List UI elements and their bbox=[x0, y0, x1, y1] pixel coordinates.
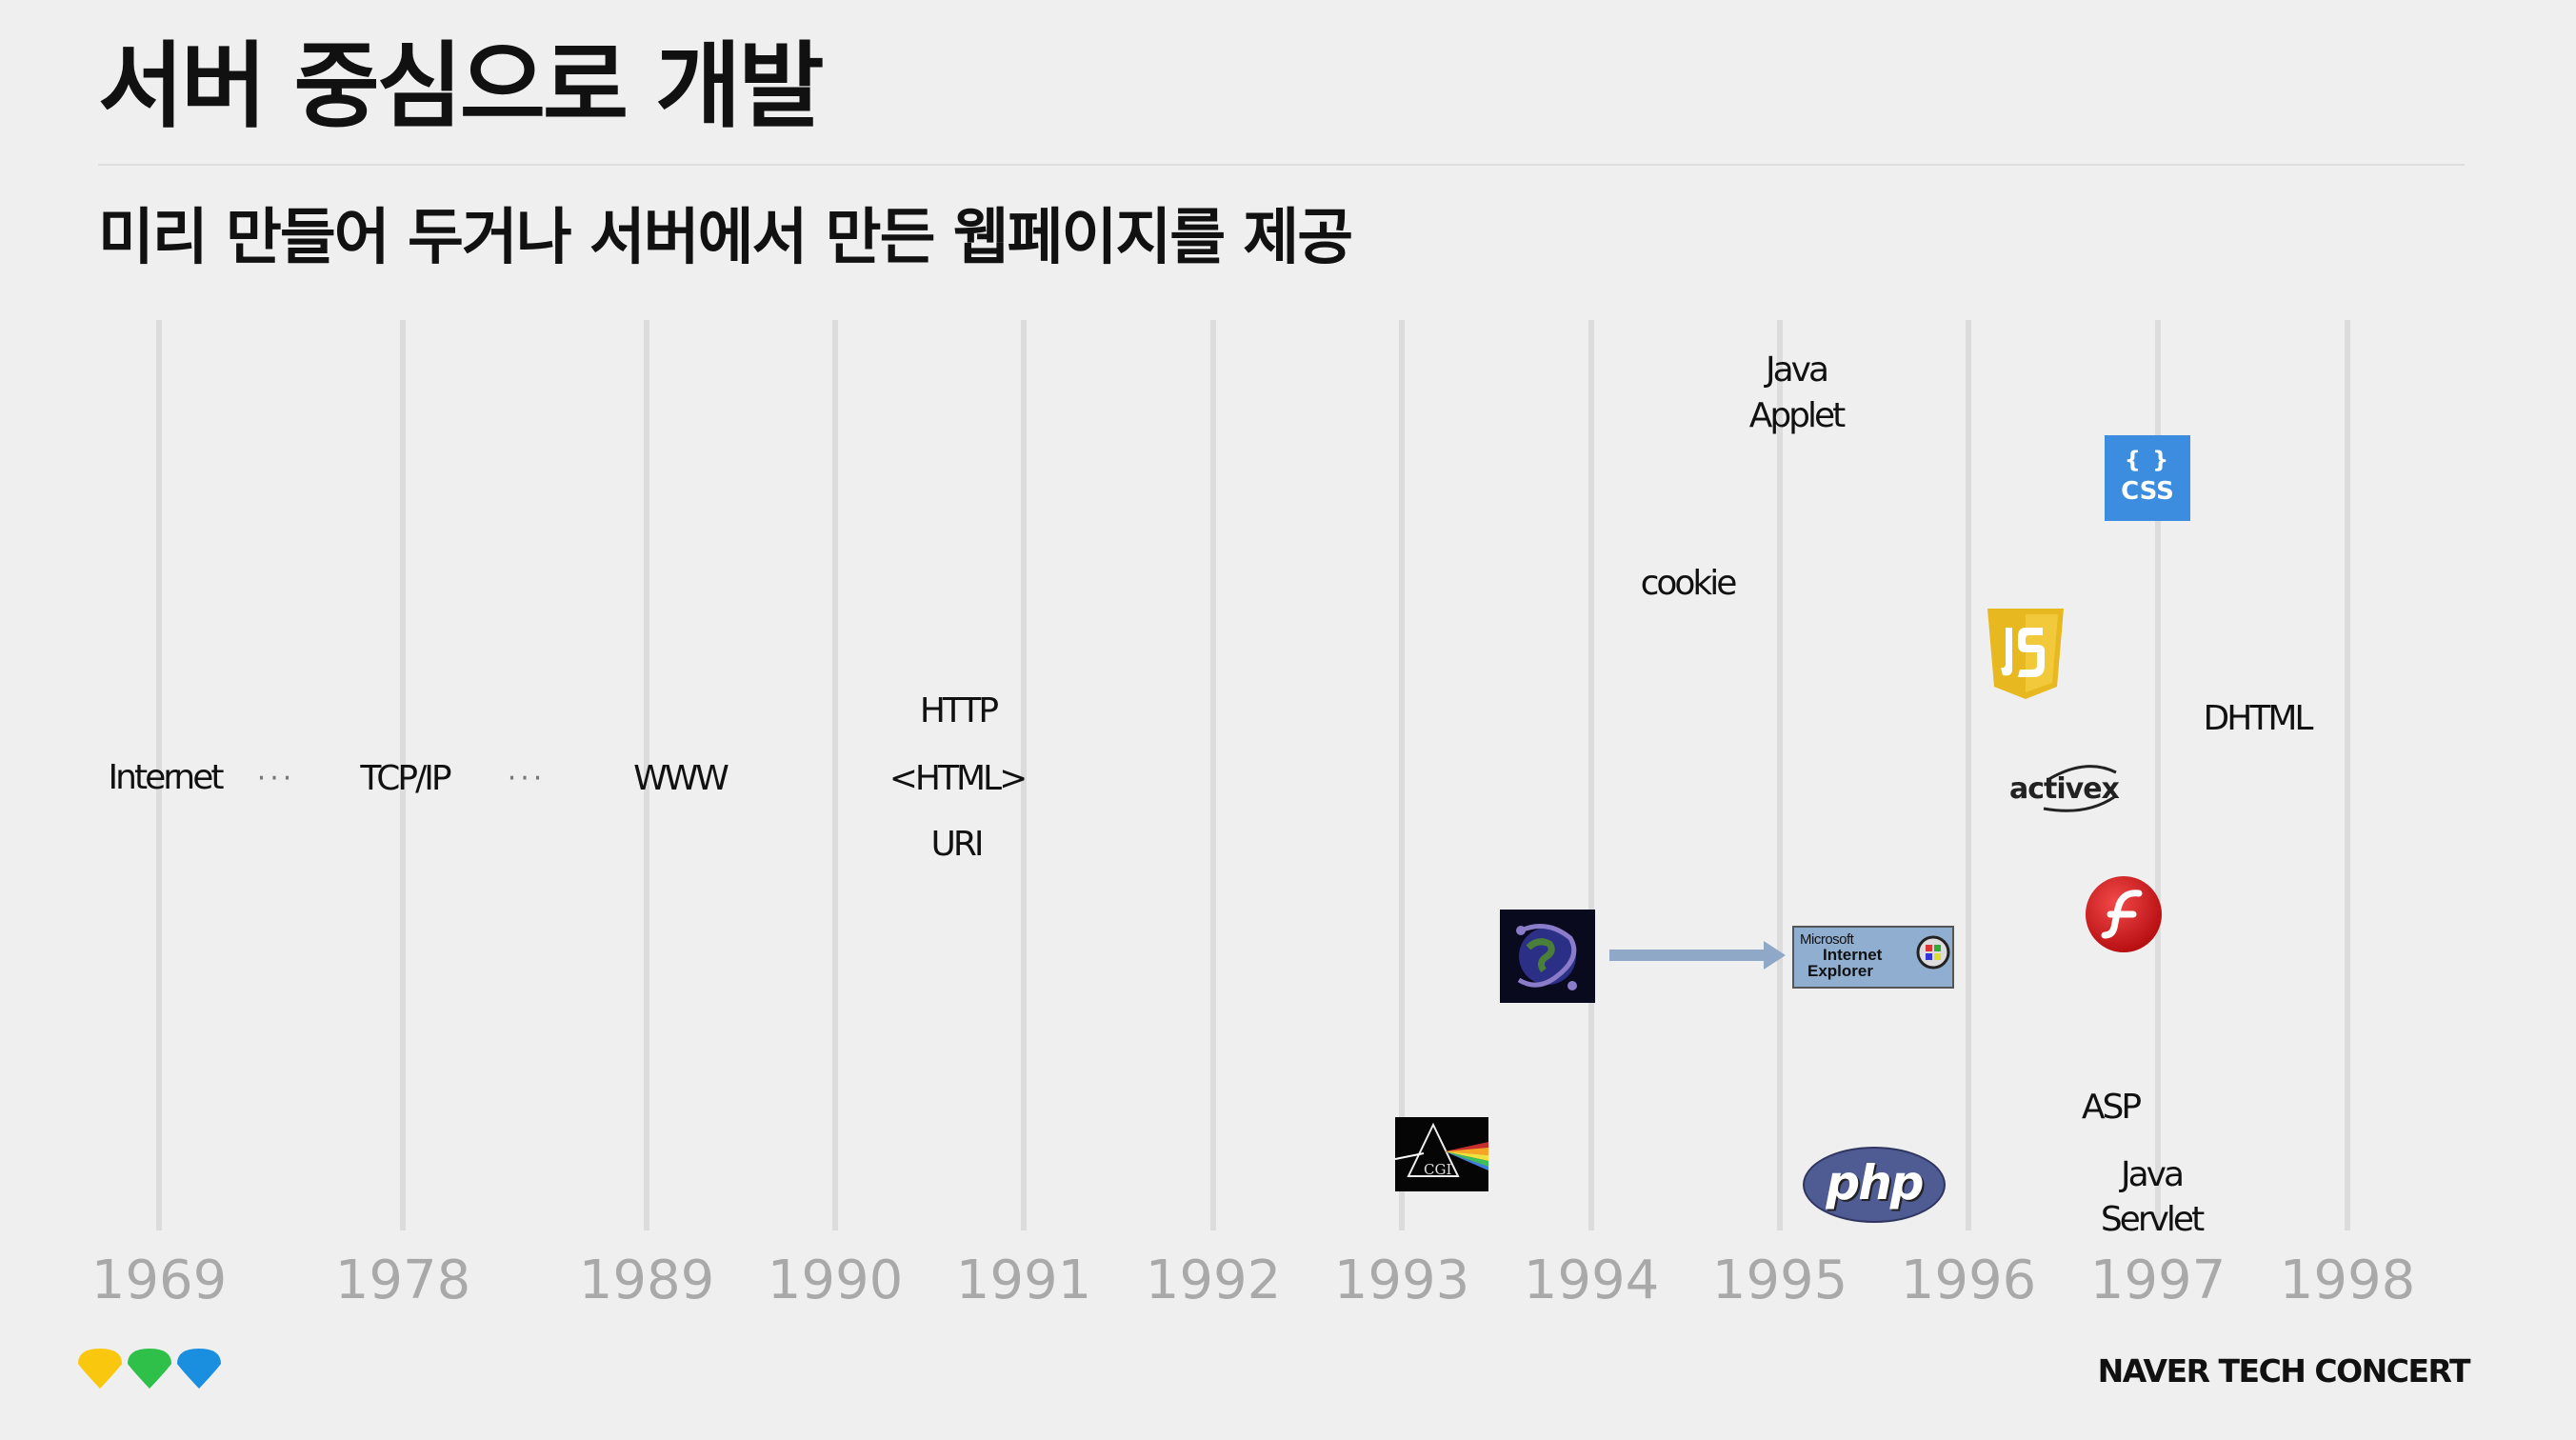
year-1969: 1969 bbox=[90, 1250, 228, 1311]
year-1990: 1990 bbox=[767, 1250, 904, 1311]
css-logo-braces: { } bbox=[2124, 447, 2171, 473]
year-1991: 1991 bbox=[955, 1250, 1092, 1311]
year-1994: 1994 bbox=[1523, 1250, 1660, 1311]
cgi-prism-icon bbox=[1395, 1122, 1488, 1177]
netscape-logo-icon bbox=[1500, 910, 1595, 1003]
flash-logo-icon bbox=[2086, 876, 2162, 952]
label-java-applet-line2: Applet bbox=[1748, 396, 1847, 435]
label-www: WWW bbox=[633, 759, 729, 798]
browser-arrow-head bbox=[1764, 941, 1786, 970]
label-java-servlet-line2: Servlet bbox=[2100, 1200, 2205, 1239]
year-1995: 1995 bbox=[1711, 1250, 1848, 1311]
cgi-logo-icon: CGI bbox=[1395, 1117, 1488, 1191]
javascript-logo-icon bbox=[1987, 609, 2064, 699]
page-title: 서버 중심으로 개발 bbox=[98, 32, 825, 141]
page-subtitle: 미리 만들어 두거나 서버에서 만든 웹페이지를 제공 bbox=[98, 203, 1353, 273]
ie-logo-microsoft: Microsoft bbox=[1800, 931, 1854, 948]
ie-logo-explorer: Explorer bbox=[1807, 962, 1873, 980]
label-tcpip: TCP/IP bbox=[360, 759, 451, 798]
footer-brand-text: NAVER TECH CONCERT bbox=[2097, 1352, 2471, 1390]
label-java-servlet-line1: Java bbox=[2120, 1155, 2185, 1194]
year-1996: 1996 bbox=[1900, 1250, 2037, 1311]
activex-swoosh-icon bbox=[2043, 765, 2117, 812]
label-cookie: cookie bbox=[1640, 564, 1738, 603]
ie-logo-internet: Internet bbox=[1823, 946, 1883, 964]
php-logo-text: php bbox=[1826, 1155, 1924, 1210]
label-asp: ASP bbox=[2081, 1088, 2142, 1127]
year-1998: 1998 bbox=[2279, 1250, 2416, 1311]
ellipsis-1: ··· bbox=[256, 762, 296, 795]
label-http: HTTP bbox=[919, 691, 999, 730]
activex-logo-icon: activex bbox=[2009, 759, 2124, 816]
php-logo-icon: php bbox=[1803, 1147, 1946, 1223]
label-dhtml: DHTML bbox=[2203, 699, 2314, 738]
year-1997: 1997 bbox=[2089, 1250, 2227, 1311]
ellipsis-2: ··· bbox=[507, 762, 547, 795]
naver-tech-concert-mark-icon bbox=[78, 1349, 221, 1389]
css-logo-text: CSS bbox=[2121, 477, 2174, 506]
label-internet: Internet bbox=[108, 758, 225, 797]
label-uri: URI bbox=[930, 825, 985, 864]
internet-explorer-logo-icon: Microsoft Internet Explorer bbox=[1792, 926, 1954, 989]
title-divider bbox=[98, 164, 2465, 166]
year-1993: 1993 bbox=[1333, 1250, 1470, 1311]
label-java-applet-line1: Java bbox=[1765, 350, 1829, 390]
year-1989: 1989 bbox=[578, 1250, 715, 1311]
css-logo-icon: { } CSS bbox=[2105, 435, 2190, 521]
cgi-logo-text: CGI bbox=[1424, 1161, 1452, 1178]
ie-window-icon bbox=[1916, 935, 1950, 970]
activex-logo-text: activex bbox=[2009, 772, 2120, 806]
year-1992: 1992 bbox=[1145, 1250, 1282, 1311]
year-1978: 1978 bbox=[334, 1250, 471, 1311]
label-html: <HTML> bbox=[889, 759, 1028, 798]
